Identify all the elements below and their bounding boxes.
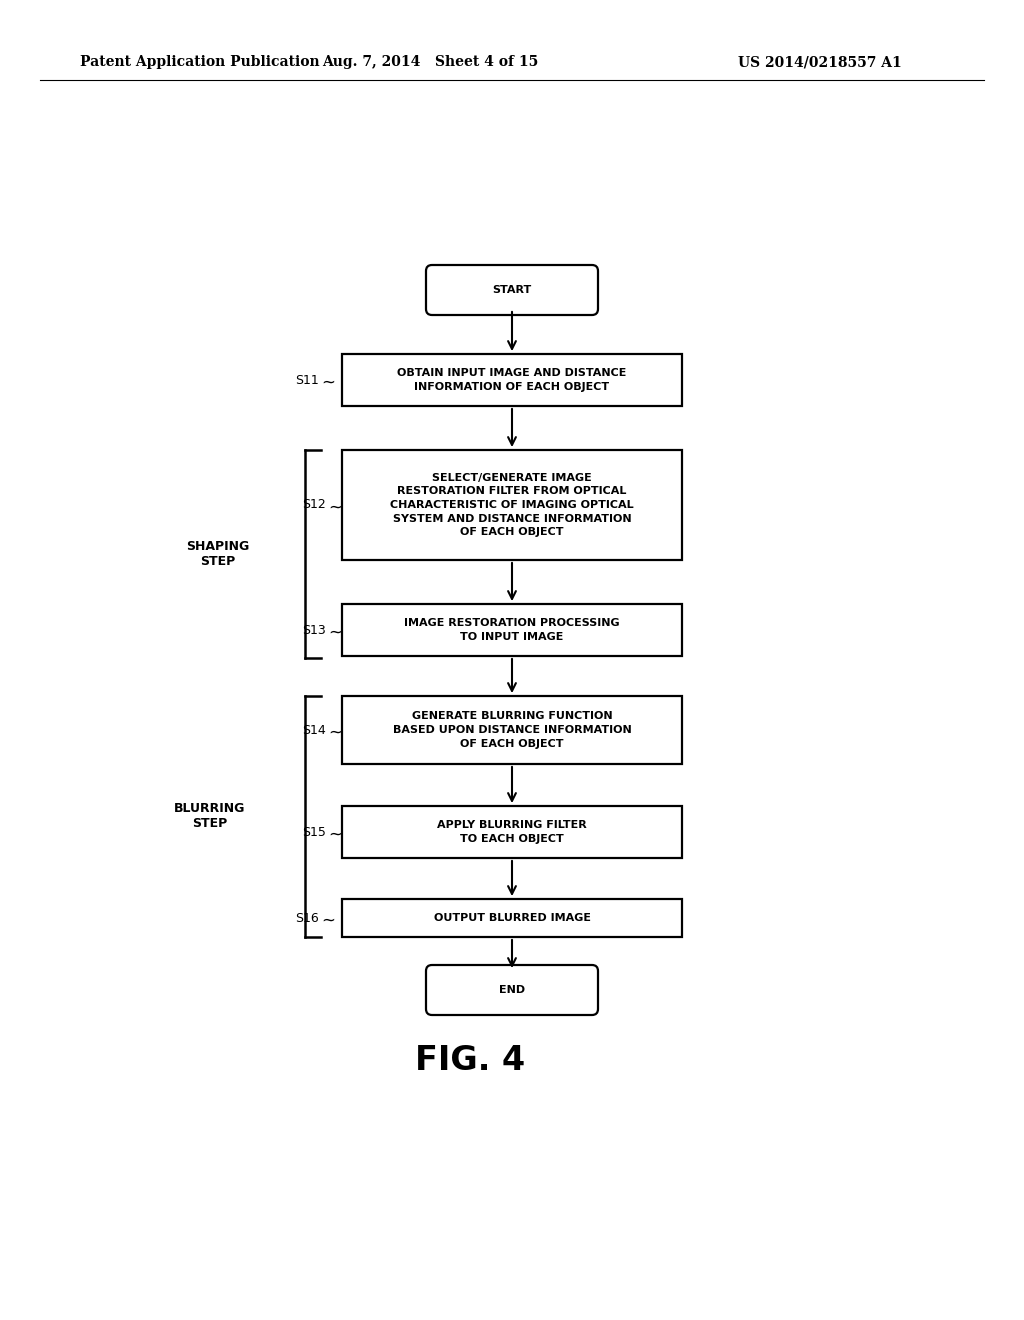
Text: S12: S12: [302, 499, 326, 511]
FancyBboxPatch shape: [426, 965, 598, 1015]
Text: Aug. 7, 2014   Sheet 4 of 15: Aug. 7, 2014 Sheet 4 of 15: [322, 55, 539, 69]
Text: IMAGE RESTORATION PROCESSING
TO INPUT IMAGE: IMAGE RESTORATION PROCESSING TO INPUT IM…: [404, 618, 620, 642]
Bar: [342, 696, 682, 764]
Text: S15: S15: [302, 825, 326, 838]
Text: Patent Application Publication: Patent Application Publication: [80, 55, 319, 69]
Text: SHAPING
STEP: SHAPING STEP: [186, 540, 250, 568]
Text: ~: ~: [321, 912, 335, 931]
Text: START: START: [493, 285, 531, 294]
Text: ~: ~: [328, 624, 342, 642]
Bar: [342, 899, 682, 937]
Text: S13: S13: [302, 623, 326, 636]
Text: END: END: [499, 985, 525, 995]
Text: OBTAIN INPUT IMAGE AND DISTANCE
INFORMATION OF EACH OBJECT: OBTAIN INPUT IMAGE AND DISTANCE INFORMAT…: [397, 368, 627, 392]
Text: S14: S14: [302, 723, 326, 737]
FancyBboxPatch shape: [426, 265, 598, 315]
Bar: [342, 605, 682, 656]
Text: ~: ~: [328, 826, 342, 843]
Text: SELECT/GENERATE IMAGE
RESTORATION FILTER FROM OPTICAL
CHARACTERISTIC OF IMAGING : SELECT/GENERATE IMAGE RESTORATION FILTER…: [390, 473, 634, 537]
Bar: [342, 807, 682, 858]
Bar: [342, 450, 682, 560]
Text: ~: ~: [328, 499, 342, 517]
Text: BLURRING
STEP: BLURRING STEP: [174, 803, 246, 830]
Text: APPLY BLURRING FILTER
TO EACH OBJECT: APPLY BLURRING FILTER TO EACH OBJECT: [437, 820, 587, 843]
Text: US 2014/0218557 A1: US 2014/0218557 A1: [738, 55, 902, 69]
Text: S16: S16: [295, 912, 319, 924]
Text: S11: S11: [295, 374, 319, 387]
Bar: [342, 354, 682, 407]
Text: ~: ~: [321, 374, 335, 392]
Text: GENERATE BLURRING FUNCTION
BASED UPON DISTANCE INFORMATION
OF EACH OBJECT: GENERATE BLURRING FUNCTION BASED UPON DI…: [392, 711, 632, 748]
Text: OUTPUT BLURRED IMAGE: OUTPUT BLURRED IMAGE: [433, 913, 591, 923]
Text: ~: ~: [328, 723, 342, 742]
Text: FIG. 4: FIG. 4: [415, 1044, 525, 1077]
